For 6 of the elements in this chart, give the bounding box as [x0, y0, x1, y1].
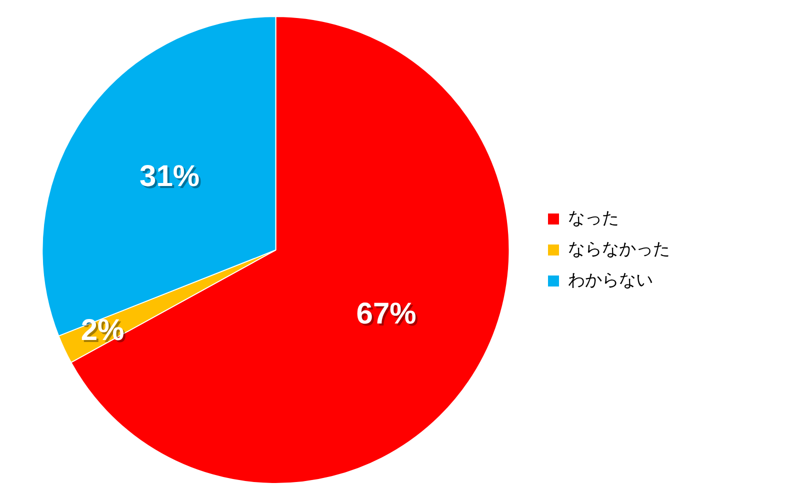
- legend-label: わからない: [568, 270, 653, 290]
- data-label: 67%: [358, 300, 418, 333]
- legend-label: なった: [568, 208, 619, 228]
- data-label: 31%: [142, 162, 202, 196]
- data-label: 2%: [82, 316, 126, 349]
- legend-label: ならなかった: [568, 239, 670, 260]
